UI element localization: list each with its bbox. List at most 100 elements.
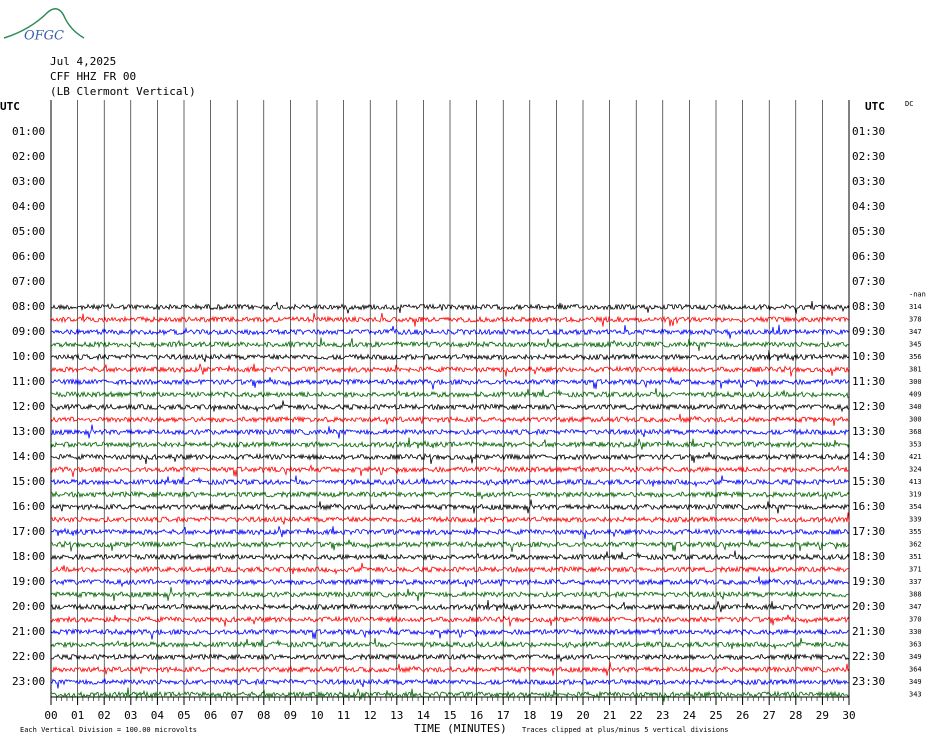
left-hour-label: 13:00	[12, 425, 45, 438]
left-hour-label: 01:00	[12, 125, 45, 138]
trace	[50, 550, 850, 561]
dc-value: 363	[909, 641, 922, 649]
x-tick-label: 23	[656, 709, 669, 722]
trace	[50, 363, 850, 377]
right-hour-label: 01:30	[852, 125, 885, 138]
dc-value: 300	[909, 378, 922, 386]
left-hour-label: 20:00	[12, 600, 45, 613]
dc-value: 351	[909, 553, 922, 561]
trace	[50, 587, 850, 602]
dc-value: 354	[909, 503, 922, 511]
left-hour-label: 19:00	[12, 575, 45, 588]
dc-value: 355	[909, 528, 922, 536]
x-tick-label: 16	[470, 709, 483, 722]
trace	[50, 626, 850, 640]
dc-value: 409	[909, 391, 922, 399]
left-hour-label: 15:00	[12, 475, 45, 488]
x-axis-label: TIME (MINUTES)	[414, 722, 507, 735]
x-tick-label: 08	[257, 709, 270, 722]
dc-value: 300	[909, 416, 922, 424]
left-hour-label: 04:00	[12, 200, 45, 213]
trace	[50, 349, 850, 363]
left-hour-label: 08:00	[12, 300, 45, 313]
dc-value: 421	[909, 453, 922, 461]
trace	[50, 337, 850, 352]
left-hour-label: 10:00	[12, 350, 45, 363]
left-hour-label: 16:00	[12, 500, 45, 513]
trace	[50, 437, 850, 450]
right-hour-label: 03:30	[852, 175, 885, 188]
trace	[50, 562, 850, 576]
header-location: (LB Clermont Vertical)	[50, 85, 196, 98]
right-hour-label: 20:30	[852, 600, 885, 613]
trace	[50, 475, 850, 488]
right-hour-label: 23:30	[852, 675, 885, 688]
dc-value: -nan	[909, 291, 926, 299]
dc-value: 340	[909, 403, 922, 411]
x-tick-label: 00	[44, 709, 57, 722]
x-tick-label: 21	[603, 709, 616, 722]
x-tick-label: 26	[736, 709, 749, 722]
x-tick-label: 18	[523, 709, 536, 722]
trace	[50, 653, 850, 663]
x-tick-label: 12	[364, 709, 377, 722]
right-hour-label: 08:30	[852, 300, 885, 313]
trace	[50, 388, 850, 399]
dc-value: 349	[909, 653, 922, 661]
dc-value: 381	[909, 366, 922, 374]
logo: OFGC	[24, 29, 64, 44]
trace	[50, 452, 850, 465]
x-tick-label: 02	[98, 709, 111, 722]
trace	[51, 687, 850, 702]
header-station: CFF HHZ FR 00	[50, 70, 136, 83]
x-tick-label: 29	[816, 709, 829, 722]
x-tick-label: 06	[204, 709, 217, 722]
right-hour-label: 05:30	[852, 225, 885, 238]
dc-value: 378	[909, 316, 922, 324]
x-tick-label: 27	[763, 709, 776, 722]
left-hour-label: 11:00	[12, 375, 45, 388]
trace	[50, 324, 850, 339]
x-tick-label: 14	[417, 709, 431, 722]
right-hour-label: 15:30	[852, 475, 885, 488]
trace	[50, 526, 850, 540]
x-tick-label: 05	[177, 709, 190, 722]
x-tick-label: 28	[789, 709, 802, 722]
dc-value: 368	[909, 428, 922, 436]
x-tick-label: 13	[390, 709, 403, 722]
footer-right: Traces clipped at plus/minus 5 vertical …	[522, 726, 729, 734]
x-tick-label: 22	[630, 709, 643, 722]
header-date: Jul 4,2025	[50, 55, 116, 68]
x-tick-label: 10	[310, 709, 323, 722]
right-hour-label: 22:30	[852, 650, 885, 663]
trace	[50, 464, 850, 477]
dc-value: 364	[909, 666, 922, 674]
dc-value: 345	[909, 341, 922, 349]
x-tick-label: 20	[576, 709, 589, 722]
right-hour-label: 19:30	[852, 575, 885, 588]
left-hour-label: 09:00	[12, 325, 45, 338]
x-tick-label: 24	[683, 709, 697, 722]
dc-value: 388	[909, 591, 922, 599]
left-hour-label: 02:00	[12, 150, 45, 163]
dc-value: 353	[909, 441, 922, 449]
dc-value: 347	[909, 603, 922, 611]
x-tick-label: 03	[124, 709, 137, 722]
right-hour-label: 02:30	[852, 150, 885, 163]
trace	[50, 637, 850, 651]
x-tick-label: 17	[497, 709, 510, 722]
dc-value: 347	[909, 328, 922, 336]
trace	[50, 499, 850, 514]
trace	[50, 539, 850, 552]
left-hour-label: 05:00	[12, 225, 45, 238]
right-hour-label: 09:30	[852, 325, 885, 338]
right-hour-label: 16:30	[852, 500, 885, 513]
dc-value: 337	[909, 578, 922, 586]
x-tick-label: 25	[709, 709, 722, 722]
right-hour-label: 07:30	[852, 275, 885, 288]
dc-value: 324	[909, 466, 922, 474]
dc-value: 343	[909, 691, 922, 699]
trace	[50, 490, 850, 500]
trace	[50, 376, 850, 390]
